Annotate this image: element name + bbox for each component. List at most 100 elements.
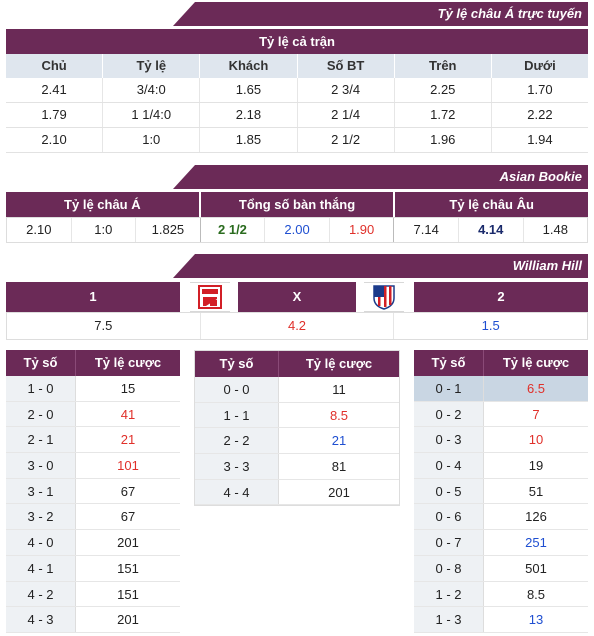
odds-cell: 501 bbox=[484, 555, 588, 581]
odds-cell: 1.90 bbox=[330, 218, 395, 242]
table-row: 4 - 2 151 bbox=[6, 581, 180, 608]
table-row: 2 - 0 41 bbox=[6, 401, 180, 428]
score-cell: 0 - 5 bbox=[414, 478, 484, 504]
odds-cell: 2 1/4 bbox=[298, 103, 395, 127]
score-cell: 0 - 1 bbox=[414, 376, 484, 401]
section-ribbon-asian-live: Tỷ lệ châu Á trực tuyến bbox=[173, 2, 588, 26]
table-row: 0 - 0 11 bbox=[195, 377, 399, 403]
away-win-label: 2 bbox=[414, 282, 588, 312]
european-odds-header: Tỷ lệ châu Âu bbox=[395, 192, 589, 217]
odds-cell: 81 bbox=[279, 454, 399, 479]
table-row: 0 - 8 501 bbox=[414, 555, 588, 582]
score-cell: 1 - 2 bbox=[414, 581, 484, 607]
odds-cell: 67 bbox=[76, 478, 180, 504]
section-ribbon-william-hill: William Hill bbox=[173, 254, 588, 278]
total-goals-header: Tổng số bàn thắng bbox=[200, 192, 396, 217]
table-row: 3 - 3 81 bbox=[195, 454, 399, 480]
table-row: 1.79 1 1/4:0 2.18 2 1/4 1.72 2.22 bbox=[6, 103, 588, 128]
score-col-header: Tỷ số bbox=[195, 351, 279, 377]
score-cell: 4 - 0 bbox=[6, 530, 76, 555]
col-header: Trên bbox=[395, 54, 492, 78]
odds-cell: 2.22 bbox=[527, 107, 553, 122]
table-row: 4 - 3 201 bbox=[6, 607, 180, 633]
table-row: 4 - 1 151 bbox=[6, 555, 180, 582]
table-row: 0 - 3 10 bbox=[414, 427, 588, 454]
score-cell: 0 - 4 bbox=[414, 453, 484, 478]
odds-cell: 1.96 bbox=[395, 128, 492, 152]
odds-cell: 1.825 bbox=[136, 218, 201, 242]
odds-cell: 201 bbox=[279, 479, 399, 505]
score-table-header: Tỷ số Tỷ lệ cược bbox=[6, 350, 180, 376]
table-row: 0 - 1 6.5 bbox=[414, 376, 588, 402]
odds-cell: 6.5 bbox=[484, 376, 588, 401]
odds-cell: 201 bbox=[76, 530, 180, 555]
section-title: William Hill bbox=[512, 258, 582, 273]
col-header: Chủ bbox=[6, 54, 104, 78]
bookie-header-row: Tỷ lệ châu Á Tổng số bàn thắng Tỷ lệ châ… bbox=[6, 192, 589, 217]
odds-cell: 1:0 bbox=[103, 128, 201, 152]
odds-cell: 1:0 bbox=[72, 218, 137, 242]
score-cell: 0 - 0 bbox=[195, 377, 279, 402]
asian-odds-header: Tỷ lệ châu Á bbox=[6, 192, 201, 217]
table-row: 1 - 0 15 bbox=[6, 376, 180, 402]
draw-label: X bbox=[238, 282, 356, 312]
score-cell: 0 - 3 bbox=[414, 427, 484, 453]
odds-cell: 41 bbox=[76, 401, 180, 427]
table-row: 4 - 4 201 bbox=[195, 479, 399, 506]
section-title: Asian Bookie bbox=[499, 169, 582, 184]
odds-cell: 2.18 bbox=[200, 103, 298, 127]
odds-cell: 7.14 bbox=[394, 218, 459, 242]
score-cell: 1 - 0 bbox=[6, 376, 76, 401]
score-table-header: Tỷ số Tỷ lệ cược bbox=[195, 351, 399, 377]
section-ribbon-asian-bookie: Asian Bookie bbox=[173, 165, 588, 189]
odds-cell: 2.25 bbox=[395, 78, 492, 102]
table-row: 2 - 1 21 bbox=[6, 427, 180, 454]
odds-cell: 1.94 bbox=[527, 132, 553, 147]
odds-cell: 13 bbox=[484, 607, 588, 632]
odds-cell: 1.48 bbox=[542, 222, 568, 237]
score-cell: 0 - 8 bbox=[414, 555, 484, 581]
odds-col-header: Tỷ lệ cược bbox=[94, 355, 162, 370]
col-header: Dưới bbox=[524, 58, 556, 73]
odds-cell: 8.5 bbox=[484, 581, 588, 607]
away-win-odds: 1.5 bbox=[481, 318, 500, 333]
atletico-crest-icon bbox=[364, 282, 404, 312]
odds-cell: 4.14 bbox=[459, 218, 524, 242]
odds-cell: 11 bbox=[279, 377, 399, 402]
score-cell: 3 - 1 bbox=[6, 478, 76, 504]
table-row: 0 - 7 251 bbox=[414, 530, 588, 556]
col-header: Tỷ lệ bbox=[103, 54, 201, 78]
home-team-crest-icon bbox=[190, 282, 230, 312]
odds-cell: 126 bbox=[484, 504, 588, 530]
odds-cell: 67 bbox=[76, 504, 180, 530]
score-cell: 2 - 0 bbox=[6, 401, 76, 427]
full-match-header-row: Chủ Tỷ lệ Khách Số BT Trên Dưới bbox=[6, 54, 588, 78]
section-title: Tỷ lệ châu Á trực tuyến bbox=[437, 6, 582, 21]
odds-col-header: Tỷ lệ cược bbox=[305, 356, 373, 371]
score-table-header: Tỷ số Tỷ lệ cược bbox=[414, 350, 588, 376]
odds-cell: 10 bbox=[484, 427, 588, 453]
score-cell: 2 - 1 bbox=[6, 427, 76, 453]
odds-col-header: Tỷ lệ cược bbox=[502, 355, 570, 370]
odds-cell: 151 bbox=[76, 555, 180, 581]
score-cell: 0 - 7 bbox=[414, 530, 484, 555]
score-cell: 3 - 2 bbox=[6, 504, 76, 530]
odds-cell: 2 1/2 bbox=[201, 218, 266, 242]
odds-cell: 1 1/4:0 bbox=[103, 103, 201, 127]
odds-cell: 21 bbox=[279, 428, 399, 454]
draw-odds: 4.2 bbox=[201, 313, 395, 339]
odds-cell: 15 bbox=[76, 376, 180, 401]
odds-cell: 1.72 bbox=[395, 103, 492, 127]
col-header: Khách bbox=[200, 54, 298, 78]
draw-scores-table: Tỷ số Tỷ lệ cược 0 - 0 11 1 - 1 8.5 2 - 2 21 3… bbox=[194, 350, 400, 507]
score-cell: 3 - 3 bbox=[195, 454, 279, 479]
table-row: 1 - 1 8.5 bbox=[195, 402, 399, 429]
odds-cell: 19 bbox=[484, 453, 588, 478]
table-row: 3 - 1 67 bbox=[6, 478, 180, 505]
table-row: 2.10 1:0 1.85 2 1/2 1.96 1.94 bbox=[6, 128, 588, 153]
score-cell: 2 - 2 bbox=[195, 428, 279, 454]
home-win-label: 1 bbox=[6, 282, 180, 312]
home-scores-table: Tỷ số Tỷ lệ cược 1 - 0 15 2 - 0 41 2 - 1 21 3 … bbox=[6, 350, 180, 633]
table-row: 3 - 0 101 bbox=[6, 453, 180, 479]
